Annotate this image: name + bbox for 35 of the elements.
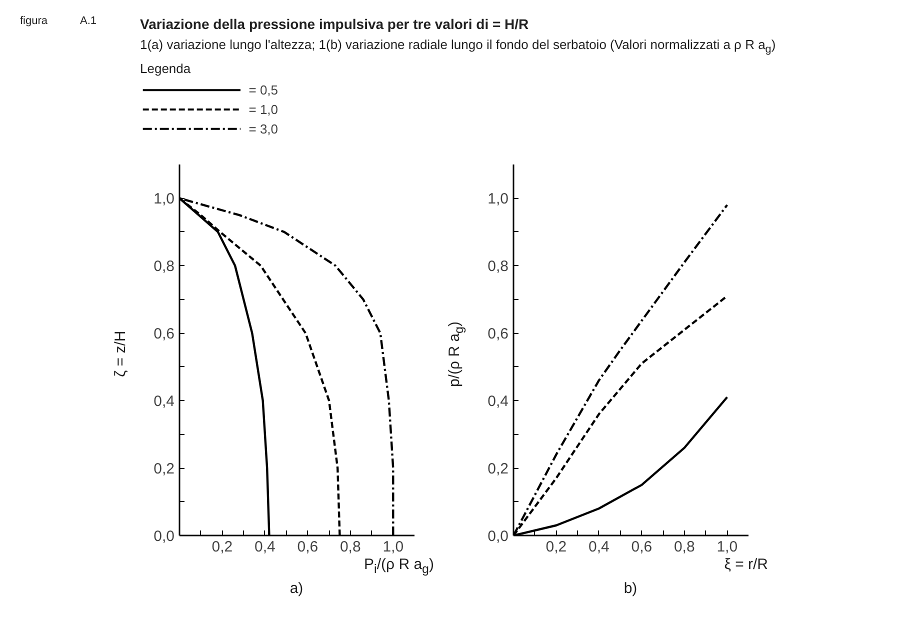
y-tick-label: 0,6	[154, 326, 175, 343]
text: = 1,0	[248, 102, 278, 117]
x-tick-label: 0,2	[212, 538, 233, 556]
x-tick-label: 0,8	[340, 538, 361, 556]
x-axis-title: P$_{i}$/(ρ R a$_{g}$)	[364, 555, 434, 578]
x-tick-label: 1,0	[716, 538, 738, 556]
y-tick-label: 1,0	[488, 190, 509, 208]
text: 1(a) variazione lungo l'altezza; 1(b) variazione radiale lungo il fondo del serbatoio (Valori normalizzati a ρ R a$_{g}$)	[140, 36, 776, 58]
chart-title: Variazione della pressione impulsiva per tre valori di = H/R	[140, 15, 529, 34]
text: = 0,5	[248, 82, 278, 98]
text: A.1	[80, 14, 97, 29]
y-tick-label: 0,0	[488, 528, 509, 545]
x-tick-label: 0,4	[588, 538, 610, 556]
y-axis-title: ζ = z/H	[111, 330, 130, 378]
text: figura	[20, 14, 48, 29]
y-tick-label: 0,4	[154, 393, 175, 410]
y-tick-label: 0,2	[488, 460, 509, 478]
x-axis-title: ξ = r/R	[724, 555, 768, 575]
y-tick-label: 0,2	[154, 460, 175, 478]
text: b)	[624, 579, 638, 599]
y-tick-label: 1,0	[154, 190, 175, 208]
y-tick-label: 0,6	[488, 326, 509, 343]
text: = 3,0	[248, 121, 278, 136]
y-tick-label: 0,8	[154, 258, 175, 276]
text: a)	[290, 579, 304, 599]
x-tick-label: 0,6	[297, 538, 318, 556]
x-tick-label: 0,4	[254, 538, 276, 556]
x-tick-label: 0,8	[674, 538, 695, 556]
x-tick-label: 1,0	[382, 538, 404, 556]
y-tick-label: 0,8	[488, 258, 509, 276]
x-tick-label: 0,2	[546, 538, 567, 556]
legend-title: Legenda	[140, 60, 191, 78]
y-tick-label: 0,4	[488, 393, 509, 410]
y-tick-label: 0,0	[154, 528, 175, 545]
x-tick-label: 0,6	[631, 538, 652, 556]
